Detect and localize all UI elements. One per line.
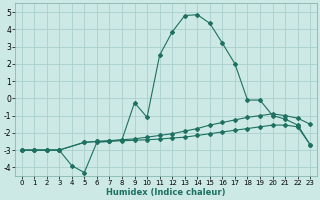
- X-axis label: Humidex (Indice chaleur): Humidex (Indice chaleur): [106, 188, 226, 197]
